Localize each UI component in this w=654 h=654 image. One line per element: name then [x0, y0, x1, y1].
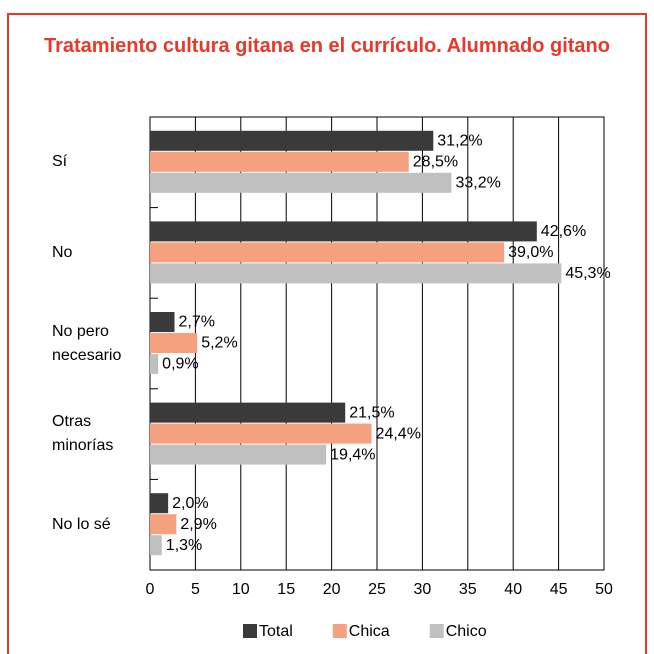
data-label: 21,5% — [349, 404, 394, 421]
data-label: 45,3% — [565, 265, 610, 282]
legend-swatch — [243, 624, 257, 638]
y-tick-label: No pero necesario — [52, 322, 122, 364]
y-tick-label: No lo sé — [52, 515, 111, 533]
x-tick-label: 0 — [146, 581, 155, 598]
data-label: 19,4% — [330, 446, 375, 463]
data-label: 24,4% — [376, 425, 421, 442]
legend-swatch — [332, 624, 347, 638]
bar — [150, 423, 372, 444]
bar — [150, 172, 452, 193]
x-tick-label: 20 — [323, 581, 341, 598]
legend-label: Total — [259, 623, 293, 640]
bar — [150, 402, 346, 423]
data-label: 1,3% — [166, 537, 202, 554]
y-tick-label: Sí — [52, 153, 68, 171]
data-label: 0,9% — [162, 356, 198, 373]
x-tick-label: 30 — [414, 581, 432, 598]
bar — [150, 354, 159, 374]
bar — [150, 493, 169, 514]
x-tick-label: 35 — [459, 581, 477, 598]
bar — [150, 333, 198, 353]
bar — [150, 263, 562, 284]
data-label: 42,6% — [541, 223, 586, 240]
x-tick-label: 10 — [232, 581, 250, 598]
data-label: 39,0% — [508, 244, 553, 261]
data-label: 5,2% — [201, 335, 237, 352]
bar — [150, 221, 537, 242]
data-label: 2,7% — [179, 314, 215, 331]
bar — [150, 535, 162, 556]
frame — [7, 13, 647, 654]
data-label: 2,9% — [180, 516, 216, 533]
y-tick-label: No — [52, 243, 73, 261]
bar — [150, 242, 505, 263]
x-tick-label: 45 — [550, 581, 568, 598]
chart-title: Tratamiento cultura gitana en el currícu… — [43, 35, 610, 57]
bar — [150, 444, 327, 465]
data-label: 33,2% — [455, 175, 500, 192]
x-tick-label: 25 — [368, 581, 386, 598]
bar — [150, 130, 434, 151]
x-tick-label: 40 — [504, 581, 522, 598]
legend-label: Chico — [446, 623, 487, 640]
legend-label: Chica — [349, 623, 390, 640]
data-label: 2,0% — [172, 495, 208, 512]
bar — [150, 514, 177, 535]
x-tick-label: 50 — [595, 581, 613, 598]
legend-swatch — [429, 624, 444, 638]
x-tick-label: 5 — [191, 581, 200, 598]
x-tick-label: 15 — [277, 581, 295, 598]
y-tick-label: Otras minorías — [52, 413, 114, 455]
bar — [150, 312, 175, 332]
data-label: 31,2% — [437, 133, 482, 150]
data-label: 28,5% — [413, 154, 458, 171]
bar — [150, 151, 409, 172]
